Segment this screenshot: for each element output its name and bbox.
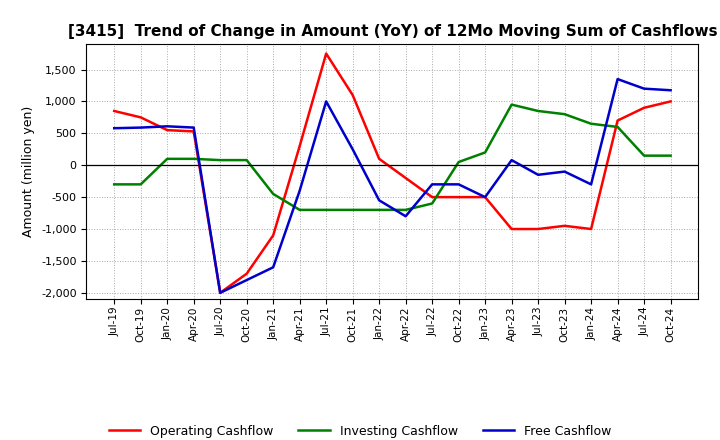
Free Cashflow [587, 182, 595, 187]
Investing Cashflow [481, 150, 490, 155]
Operating Cashflow [375, 156, 384, 161]
Investing Cashflow [640, 153, 649, 158]
Investing Cashflow [163, 156, 171, 161]
Free Cashflow [428, 182, 436, 187]
Free Cashflow [269, 265, 277, 270]
Operating Cashflow [269, 233, 277, 238]
Free Cashflow [189, 125, 198, 130]
Operating Cashflow [189, 129, 198, 134]
Investing Cashflow [508, 102, 516, 107]
Operating Cashflow [163, 128, 171, 133]
Operating Cashflow [481, 194, 490, 200]
Y-axis label: Amount (million yen): Amount (million yen) [22, 106, 35, 237]
Operating Cashflow [428, 194, 436, 200]
Investing Cashflow [136, 182, 145, 187]
Operating Cashflow [322, 51, 330, 56]
Free Cashflow [534, 172, 542, 177]
Title: [3415]  Trend of Change in Amount (YoY) of 12Mo Moving Sum of Cashflows: [3415] Trend of Change in Amount (YoY) o… [68, 24, 717, 39]
Free Cashflow [375, 198, 384, 203]
Investing Cashflow [216, 158, 225, 163]
Operating Cashflow [110, 108, 119, 114]
Investing Cashflow [428, 201, 436, 206]
Line: Free Cashflow: Free Cashflow [114, 79, 670, 293]
Free Cashflow [348, 147, 357, 152]
Free Cashflow [640, 86, 649, 92]
Free Cashflow [454, 182, 463, 187]
Operating Cashflow [243, 271, 251, 276]
Free Cashflow [322, 99, 330, 104]
Investing Cashflow [560, 111, 569, 117]
Operating Cashflow [348, 92, 357, 98]
Operating Cashflow [216, 290, 225, 296]
Investing Cashflow [110, 182, 119, 187]
Investing Cashflow [243, 158, 251, 163]
Operating Cashflow [587, 226, 595, 231]
Operating Cashflow [508, 226, 516, 231]
Investing Cashflow [269, 191, 277, 197]
Investing Cashflow [401, 207, 410, 213]
Investing Cashflow [587, 121, 595, 126]
Investing Cashflow [322, 207, 330, 213]
Free Cashflow [163, 124, 171, 129]
Operating Cashflow [666, 99, 675, 104]
Operating Cashflow [136, 115, 145, 120]
Free Cashflow [136, 125, 145, 130]
Free Cashflow [508, 158, 516, 163]
Operating Cashflow [454, 194, 463, 200]
Free Cashflow [243, 278, 251, 283]
Free Cashflow [481, 194, 490, 200]
Free Cashflow [110, 125, 119, 131]
Free Cashflow [613, 77, 622, 82]
Investing Cashflow [666, 153, 675, 158]
Free Cashflow [295, 188, 304, 194]
Operating Cashflow [295, 143, 304, 149]
Investing Cashflow [348, 207, 357, 213]
Operating Cashflow [640, 105, 649, 110]
Investing Cashflow [295, 207, 304, 213]
Investing Cashflow [534, 108, 542, 114]
Operating Cashflow [534, 226, 542, 231]
Free Cashflow [401, 214, 410, 219]
Operating Cashflow [613, 118, 622, 123]
Operating Cashflow [401, 175, 410, 180]
Operating Cashflow [560, 223, 569, 228]
Line: Operating Cashflow: Operating Cashflow [114, 54, 670, 293]
Free Cashflow [560, 169, 569, 174]
Free Cashflow [216, 290, 225, 296]
Investing Cashflow [613, 124, 622, 129]
Investing Cashflow [189, 156, 198, 161]
Line: Investing Cashflow: Investing Cashflow [114, 105, 670, 210]
Legend: Operating Cashflow, Investing Cashflow, Free Cashflow: Operating Cashflow, Investing Cashflow, … [104, 420, 616, 440]
Free Cashflow [666, 88, 675, 93]
Investing Cashflow [375, 207, 384, 213]
Investing Cashflow [454, 159, 463, 165]
